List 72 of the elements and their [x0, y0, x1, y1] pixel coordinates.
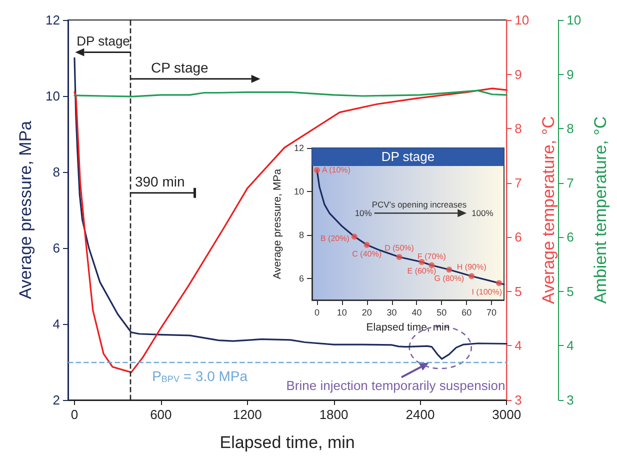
y-tick-label: 6: [52, 240, 60, 256]
y3-axis-title: Ambient temperature, °C: [591, 116, 610, 304]
y-tick-label: 12: [46, 12, 60, 28]
y2-axis-title: Average temperature, °C: [539, 116, 558, 304]
point: [364, 242, 370, 248]
annotation: DP stage: [76, 33, 130, 48]
y3-tick-label: 4: [566, 338, 574, 354]
point: [446, 266, 452, 273]
x-tick-label: 600: [150, 407, 172, 422]
y2-tick-label: 7: [514, 175, 522, 190]
y2-tick-label: 3: [514, 392, 522, 408]
annotation: PCV's opening increases: [372, 199, 467, 210]
y2-tick-label: 9: [514, 66, 522, 82]
y-tick-label: 6: [298, 273, 304, 284]
x-tick-label: 10: [336, 308, 347, 318]
x-tick-label: 40: [412, 308, 422, 318]
x-tick-label: 30: [386, 308, 397, 318]
y2-tick-label: 5: [514, 284, 522, 299]
point: [418, 259, 425, 265]
y2-tick-label: 6: [514, 230, 522, 245]
annotation: C (40%): [352, 249, 382, 258]
y-axis-title: Average pressure, MPa: [16, 120, 35, 300]
y3-tick-label: 5: [566, 284, 574, 299]
point: [496, 280, 502, 286]
annotation: A (10%): [322, 166, 351, 175]
annotation: 100%: [472, 208, 494, 218]
y-tick-label: 8: [52, 164, 60, 180]
x-tick-label: 1800: [319, 407, 348, 422]
x-tick-label: 50: [436, 308, 447, 318]
point: [468, 273, 475, 280]
y2-tick-label: 8: [514, 121, 522, 136]
x-tick-label: 0: [70, 407, 78, 422]
y-tick-label: 12: [294, 143, 304, 153]
y3-tick-label: 10: [566, 12, 582, 28]
y3-tick-label: 7: [566, 175, 574, 190]
y-tick-label: 10: [46, 88, 60, 104]
x-axis-title: Elapsed time, min: [220, 433, 355, 452]
y2-tick-label: 10: [514, 12, 530, 28]
x-tick-label: 2400: [406, 407, 435, 422]
point: [396, 254, 402, 260]
annotation: 10%: [354, 208, 372, 218]
annotation: D (50%): [384, 244, 414, 253]
y-tick-label: 10: [294, 186, 304, 196]
annotation: I (100%): [472, 288, 502, 297]
title-banner: DP stage: [312, 148, 504, 166]
y2-tick-label: 4: [514, 338, 522, 354]
y-tick-label: 2: [52, 392, 60, 408]
y3-tick-label: 8: [566, 121, 574, 136]
y3-tick-label: 9: [566, 66, 574, 82]
x-tick-label: 20: [362, 308, 372, 318]
annotation: G (80%): [434, 274, 464, 284]
annotation: CP stage: [150, 60, 209, 76]
annotation: 390 min: [134, 174, 185, 190]
x-axis-title: Elapsed time, min: [366, 321, 450, 334]
point: [314, 167, 320, 174]
annotation: Brine injection temporarily suspension: [286, 378, 506, 394]
y-axis-title: Average pressure, MPa: [272, 168, 284, 280]
ref-line-label: PBPV = 3.0 MPa: [152, 368, 248, 384]
annotation: E (60%): [407, 266, 436, 276]
annotation: B (20%): [320, 234, 350, 244]
point: [351, 234, 358, 240]
x-tick-label: 60: [462, 308, 472, 318]
annotation: F (70%): [417, 252, 446, 261]
x-tick-label: 1200: [232, 407, 262, 422]
x-tick-label: 3000: [492, 407, 522, 422]
y3-tick-label: 6: [566, 230, 574, 245]
y3-tick-label: 3: [566, 392, 574, 408]
x-tick-label: 70: [486, 308, 497, 318]
x-tick-label: 0: [314, 308, 320, 318]
y-tick-label: 8: [298, 230, 304, 240]
annotation: H (90%): [456, 262, 487, 272]
y-tick-label: 4: [52, 316, 60, 332]
